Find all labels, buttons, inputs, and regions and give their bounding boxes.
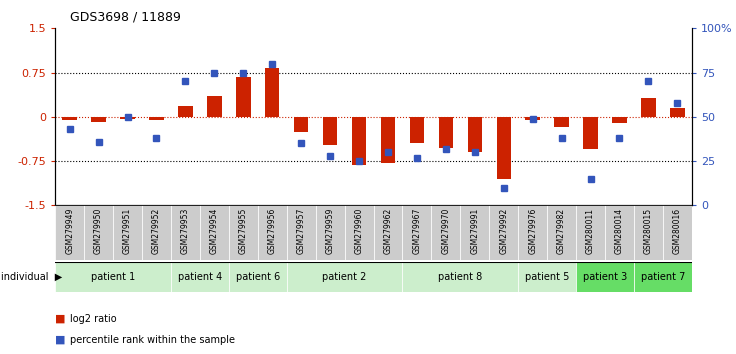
Text: GSM279951: GSM279951 <box>123 208 132 254</box>
Bar <box>294 117 308 132</box>
Bar <box>403 205 431 260</box>
Bar <box>352 117 367 165</box>
Text: GSM279959: GSM279959 <box>325 208 335 255</box>
Text: GSM279957: GSM279957 <box>297 208 305 255</box>
Bar <box>91 117 106 121</box>
Bar <box>612 117 627 123</box>
Text: GSM280014: GSM280014 <box>615 208 624 254</box>
Text: GSM279967: GSM279967 <box>412 208 422 255</box>
Bar <box>670 108 684 117</box>
Text: GSM279960: GSM279960 <box>355 208 364 255</box>
Bar <box>584 117 598 149</box>
Bar <box>55 262 171 292</box>
Bar <box>576 262 634 292</box>
Bar <box>265 68 280 117</box>
Bar <box>526 117 540 120</box>
Text: patient 3: patient 3 <box>583 272 627 282</box>
Bar <box>344 205 373 260</box>
Bar <box>634 262 692 292</box>
Text: GSM279962: GSM279962 <box>383 208 392 254</box>
Text: ■: ■ <box>55 335 66 345</box>
Bar <box>236 77 250 117</box>
Text: GSM279991: GSM279991 <box>470 208 479 254</box>
Bar <box>171 262 229 292</box>
Bar <box>663 205 692 260</box>
Text: GSM279956: GSM279956 <box>268 208 277 255</box>
Text: GSM279970: GSM279970 <box>442 208 450 255</box>
Text: GSM280015: GSM280015 <box>644 208 653 254</box>
Bar <box>316 205 344 260</box>
Bar <box>641 98 656 117</box>
Bar <box>518 205 547 260</box>
Bar <box>489 205 518 260</box>
Bar <box>178 106 193 117</box>
Bar <box>605 205 634 260</box>
Bar <box>403 262 518 292</box>
Text: GSM280016: GSM280016 <box>673 208 682 254</box>
Bar <box>576 205 605 260</box>
Text: GSM279950: GSM279950 <box>94 208 103 255</box>
Text: log2 ratio: log2 ratio <box>70 314 116 324</box>
Bar <box>113 205 142 260</box>
Text: patient 8: patient 8 <box>438 272 483 282</box>
Text: percentile rank within the sample: percentile rank within the sample <box>70 335 235 345</box>
Text: patient 6: patient 6 <box>236 272 280 282</box>
Bar <box>63 117 77 120</box>
Text: patient 4: patient 4 <box>178 272 222 282</box>
Bar <box>373 205 403 260</box>
Text: GSM279992: GSM279992 <box>499 208 509 254</box>
Text: GSM280011: GSM280011 <box>586 208 595 254</box>
Bar <box>467 117 482 152</box>
Bar <box>207 96 222 117</box>
Text: GSM279954: GSM279954 <box>210 208 219 255</box>
Bar <box>547 205 576 260</box>
Text: GSM279949: GSM279949 <box>66 208 74 255</box>
Bar <box>431 205 460 260</box>
Bar <box>229 205 258 260</box>
Bar <box>323 117 337 145</box>
Bar <box>554 117 569 127</box>
Bar <box>287 262 403 292</box>
Text: patient 2: patient 2 <box>322 272 367 282</box>
Bar <box>84 205 113 260</box>
Bar <box>518 262 576 292</box>
Text: individual  ▶: individual ▶ <box>1 272 62 282</box>
Bar <box>229 262 287 292</box>
Bar <box>410 117 424 143</box>
Bar <box>287 205 316 260</box>
Bar <box>439 117 453 148</box>
Text: ■: ■ <box>55 314 66 324</box>
Text: patient 7: patient 7 <box>641 272 685 282</box>
Bar <box>200 205 229 260</box>
Bar <box>142 205 171 260</box>
Bar <box>149 117 163 120</box>
Text: GSM279976: GSM279976 <box>528 208 537 255</box>
Text: GSM279955: GSM279955 <box>238 208 248 255</box>
Bar <box>55 205 84 260</box>
Text: patient 5: patient 5 <box>525 272 570 282</box>
Text: GSM279952: GSM279952 <box>152 208 161 254</box>
Text: GSM279982: GSM279982 <box>557 208 566 254</box>
Text: GDS3698 / 11889: GDS3698 / 11889 <box>70 11 181 24</box>
Bar <box>120 117 135 119</box>
Bar <box>460 205 489 260</box>
Bar <box>634 205 663 260</box>
Bar <box>497 117 511 179</box>
Bar <box>171 205 200 260</box>
Bar <box>381 117 395 163</box>
Text: GSM279953: GSM279953 <box>181 208 190 255</box>
Bar <box>258 205 287 260</box>
Text: patient 1: patient 1 <box>91 272 135 282</box>
